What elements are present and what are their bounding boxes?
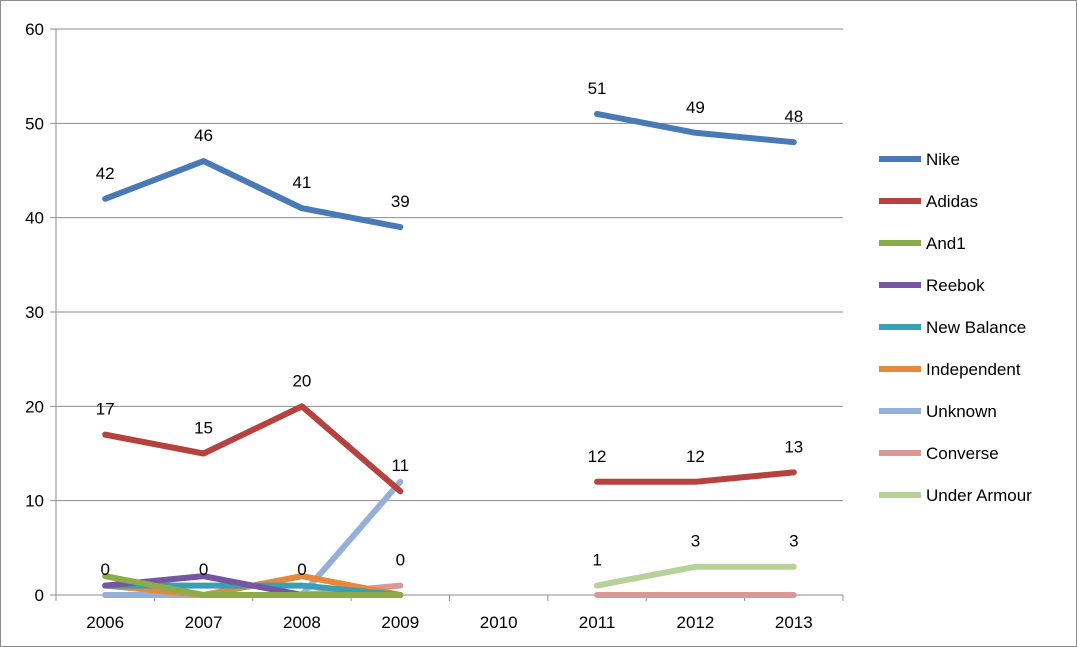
data-label-adidas: 13 <box>784 437 803 456</box>
series-lines <box>102 110 797 598</box>
legend-label: Reebok <box>926 276 985 295</box>
grid-lines <box>56 28 843 596</box>
legend-item-reebok: Reebok <box>879 276 985 295</box>
x-tick-label-2007: 2007 <box>185 613 223 632</box>
data-label-under-armour: 3 <box>789 532 798 551</box>
data-label-converse: 0 <box>100 560 109 579</box>
y-tick-label: 50 <box>25 114 44 133</box>
data-label-nike: 41 <box>292 173 311 192</box>
data-label-nike: 46 <box>194 126 213 145</box>
data-label-nike: 42 <box>96 164 115 183</box>
series-line-adidas <box>102 403 404 495</box>
x-tick-label-2010: 2010 <box>480 613 518 632</box>
legend-label: New Balance <box>926 318 1026 337</box>
data-label-under-armour: 1 <box>592 551 601 570</box>
y-tick-label: 20 <box>25 397 44 416</box>
legend-label: Adidas <box>926 192 978 211</box>
legend-item-and1: And1 <box>879 234 966 253</box>
x-tick-label-2006: 2006 <box>86 613 124 632</box>
y-tick-label: 0 <box>35 586 44 605</box>
legend-label: Unknown <box>926 402 997 421</box>
x-tick-label-2008: 2008 <box>283 613 321 632</box>
data-label-adidas: 11 <box>391 456 409 475</box>
series-line-under-armour <box>594 563 797 589</box>
series-line-unknown <box>102 478 404 598</box>
data-label-adidas: 15 <box>194 419 213 438</box>
legend-item-under-armour: Under Armour <box>879 486 1032 505</box>
legend-item-independent: Independent <box>879 360 1021 379</box>
legend-item-nike: Nike <box>879 150 960 169</box>
legend: Nike Adidas And1 Reebok New Balance Independe… <box>879 150 1032 505</box>
legend-label: And1 <box>926 234 966 253</box>
x-tick-label-2011: 2011 <box>579 613 616 632</box>
data-label-adidas: 12 <box>686 447 705 466</box>
legend-label: Independent <box>926 360 1021 379</box>
data-label-adidas: 17 <box>96 400 115 419</box>
data-label-nike: 48 <box>784 107 803 126</box>
x-tick-label-2013: 2013 <box>775 613 813 632</box>
y-tick-label: 10 <box>25 492 44 511</box>
legend-label: Under Armour <box>926 486 1032 505</box>
y-tick-label: 30 <box>25 303 44 322</box>
data-label-nike: 51 <box>588 79 607 98</box>
data-label-adidas: 20 <box>292 371 311 390</box>
legend-label: Converse <box>926 444 999 463</box>
data-label-converse: 0 <box>199 560 208 579</box>
legend-item-new-balance: New Balance <box>879 318 1026 337</box>
data-label-nike: 39 <box>391 192 410 211</box>
x-tick-label-2012: 2012 <box>677 613 715 632</box>
legend-item-converse: Converse <box>879 444 999 463</box>
series-line-nike <box>102 158 404 231</box>
data-label-adidas: 12 <box>588 447 607 466</box>
y-tick-label: 60 <box>25 20 44 39</box>
y-tick-label: 40 <box>25 209 44 228</box>
series-line-adidas <box>594 469 797 485</box>
legend-item-unknown: Unknown <box>879 402 997 421</box>
data-label-converse: 0 <box>297 560 306 579</box>
series-line-nike <box>594 110 797 146</box>
x-tick-label-2009: 2009 <box>381 613 419 632</box>
legend-label: Nike <box>926 150 960 169</box>
series-line-and1 <box>102 573 404 598</box>
data-label-nike: 49 <box>686 98 705 117</box>
legend-item-adidas: Adidas <box>879 192 978 211</box>
data-label-converse: 0 <box>396 551 405 570</box>
data-label-under-armour: 3 <box>691 532 700 551</box>
